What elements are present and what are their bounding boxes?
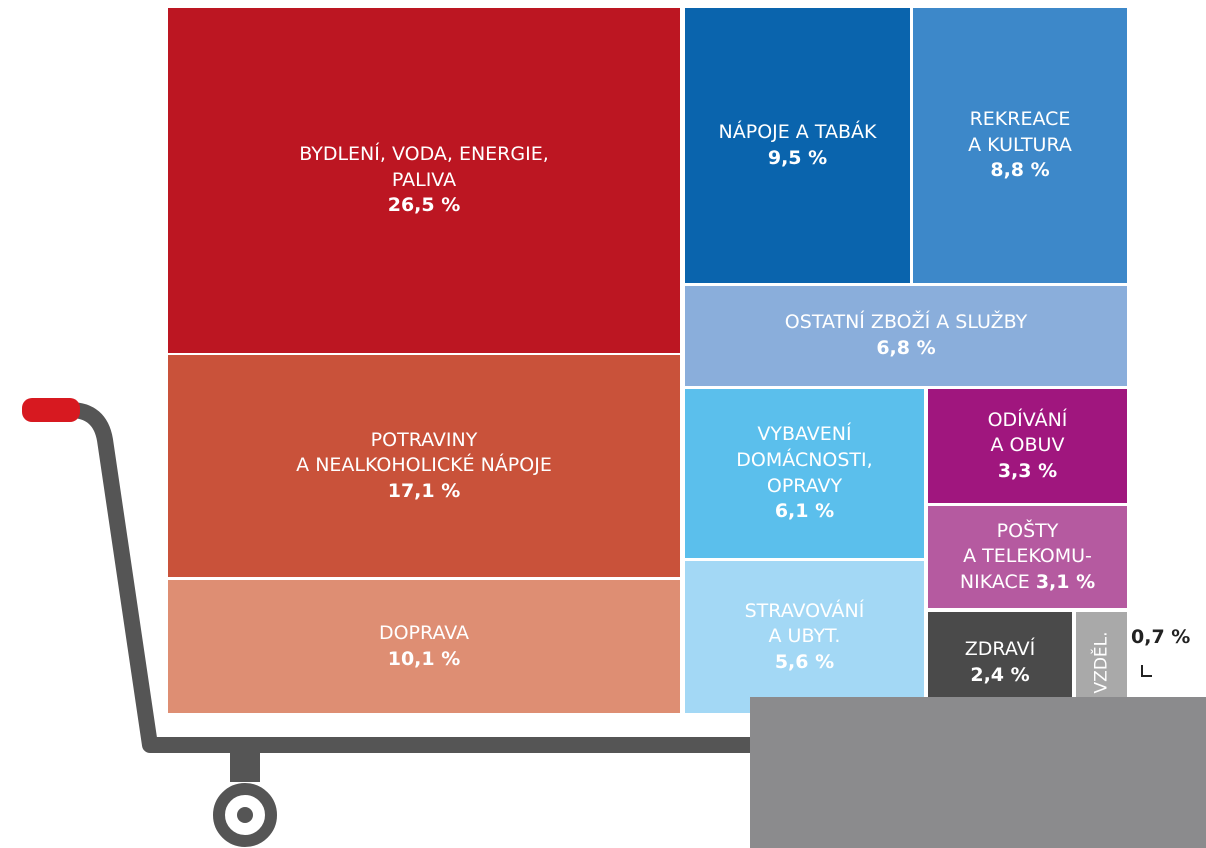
cell-label: DOPRAVA 10,1 %: [379, 621, 469, 672]
category-name: ZDRAVÍ: [964, 637, 1036, 660]
category-name: VYBAVENÍ DOMÁCNOSTI, OPRAVY: [736, 423, 873, 497]
category-name: NÁPOJE A TABÁK: [718, 120, 877, 143]
cart-handle: [22, 398, 80, 422]
value-label: 9,5 %: [767, 146, 828, 169]
wheel: [213, 783, 277, 847]
cell-label: ZDRAVÍ 2,4 %: [965, 637, 1035, 688]
cell-label: OSTATNÍ ZBOŽÍ A SLUŽBY 6,8 %: [785, 310, 1027, 361]
cell-label: BYDLENÍ, VODA, ENERGIE, PALIVA 26,5 %: [299, 142, 549, 219]
treemap-cell: POTRAVINY A NEALKOHOLICKÉ NÁPOJE 17,1 %: [168, 355, 680, 577]
cell-label: REKREACE A KULTURA 8,8 %: [968, 107, 1072, 184]
cell-label: VZDĚL.: [1090, 632, 1113, 694]
category-name: STRAVOVÁNÍ A UBYT.: [744, 599, 865, 648]
category-name: REKREACE A KULTURA: [968, 108, 1072, 156]
treemap-cell: STRAVOVÁNÍ A UBYT. 5,6 %: [685, 561, 924, 713]
value-label: 6,1 %: [774, 500, 835, 523]
category-name: BYDLENÍ, VODA, ENERGIE, PALIVA: [299, 143, 549, 191]
value-label: 3,3 %: [997, 459, 1058, 482]
cell-label: STRAVOVÁNÍ A UBYT. 5,6 %: [745, 599, 865, 676]
cell-label: NÁPOJE A TABÁK 9,5 %: [719, 120, 877, 171]
value-label: 2,4 %: [970, 663, 1030, 686]
value-label: 5,6 %: [774, 650, 835, 673]
value-label: 8,8 %: [990, 159, 1050, 182]
wheel-hub: [237, 807, 253, 823]
treemap-cell: NÁPOJE A TABÁK 9,5 %: [685, 8, 910, 283]
treemap-cell: POŠTY A TELEKOMU- NIKACE 3,1 %: [928, 506, 1127, 608]
treemap-cell: REKREACE A KULTURA 8,8 %: [913, 8, 1127, 283]
value-label: 0,7 %: [1131, 626, 1191, 648]
category-name: POTRAVINY A NEALKOHOLICKÉ NÁPOJE: [296, 428, 552, 477]
category-name: DOPRAVA: [378, 621, 470, 644]
value-label: 10,1 %: [387, 647, 461, 670]
value-label: 6,8 %: [876, 337, 936, 359]
category-name: VZDĚL.: [1091, 631, 1112, 694]
cell-label: POTRAVINY A NEALKOHOLICKÉ NÁPOJE 17,1 %: [296, 428, 552, 505]
treemap-cell: ODÍVÁNÍ A OBUV 3,3 %: [928, 389, 1127, 503]
value-label: 26,5 %: [387, 194, 461, 217]
value-label: 17,1 %: [387, 479, 461, 502]
gray-overlay: [750, 697, 1206, 848]
treemap-cell: DOPRAVA 10,1 %: [168, 580, 680, 713]
treemap-cell: BYDLENÍ, VODA, ENERGIE, PALIVA 26,5 %: [168, 8, 680, 353]
category-name: OSTATNÍ ZBOŽÍ A SLUŽBY: [784, 311, 1028, 334]
wheel-mount: [230, 752, 260, 782]
treemap-cell: VYBAVENÍ DOMÁCNOSTI, OPRAVY 6,1 %: [685, 389, 924, 558]
category-name: ODÍVÁNÍ A OBUV: [987, 408, 1068, 457]
cell-label: VYBAVENÍ DOMÁCNOSTI, OPRAVY 6,1 %: [736, 422, 872, 525]
category-name: POŠTY A TELEKOMU- NIKACE: [959, 519, 1092, 593]
treemap-cell: ZDRAVÍ 2,4 %: [928, 612, 1072, 713]
bracket: [1141, 665, 1152, 677]
value-label: 3,1 %: [1035, 570, 1096, 593]
cell-label: ODÍVÁNÍ A OBUV 3,3 %: [988, 408, 1068, 485]
cell-label: POŠTY A TELEKOMU- NIKACE 3,1 %: [960, 519, 1095, 596]
treemap-cell: VZDĚL.: [1076, 612, 1127, 713]
treemap-cell: OSTATNÍ ZBOŽÍ A SLUŽBY 6,8 %: [685, 286, 1127, 386]
